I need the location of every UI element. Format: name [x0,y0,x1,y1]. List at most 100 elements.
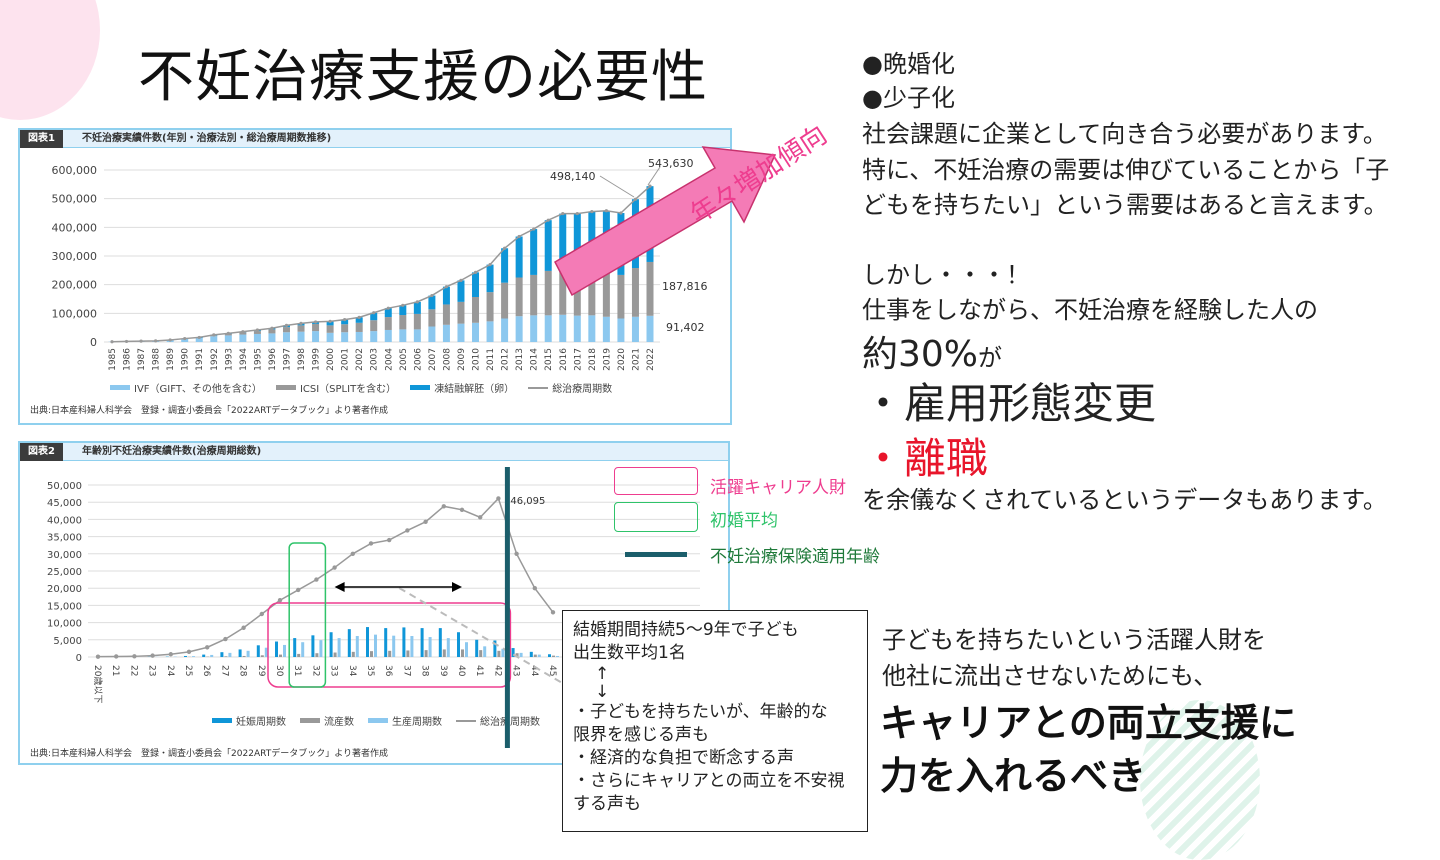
bar-ivf [603,317,610,342]
bar-birth [520,653,523,657]
bar-icsi [399,315,406,329]
callout-box: 結婚期間持続5〜9年で子ども 出生数平均1名 ↑ ↓ ・子どもを持ちたいが、年齢… [562,610,868,832]
bar-frozen [516,237,523,278]
x-tick-label: 1999 [312,348,322,371]
legend-insurance-label: 不妊治療保険適用年齢 [710,542,880,567]
callout-line: ・子どもを持ちたいが、年齢的な [573,701,857,724]
bar-birth [410,636,413,657]
bar-birth [192,656,195,657]
bar-frozen [501,248,508,282]
bar-miscarriage [552,656,555,657]
x-tick-label: 29 [256,665,266,677]
x-tick-label: 33 [329,665,339,676]
bar-ivf [370,331,377,342]
paragraph-line: どもを持ちたい」という需要はあると言えます。 [862,185,1388,220]
bar-pregnancy [220,652,223,657]
x-tick-label: 1985 [108,348,118,371]
bar-icsi [516,278,523,317]
bar-ivf [298,332,305,342]
bar-ivf [399,329,406,342]
bar-miscarriage [461,649,464,657]
bar-birth [392,636,395,657]
bar-pregnancy [293,638,296,657]
x-tick-label: 1991 [195,348,205,371]
x-tick-label: 39 [438,665,448,677]
total-point [278,598,282,602]
total-point [256,328,259,331]
y-tick-label: 400,000 [52,221,98,234]
bar-birth [283,645,286,657]
bar-ivf [268,333,275,342]
total-point [442,504,446,508]
bar-pregnancy [439,628,442,657]
x-tick-label: 25 [183,665,193,676]
bar-miscarriage [425,650,428,657]
bar-ivf [472,323,479,342]
total-point [387,538,391,542]
x-tick-label: 1987 [137,348,147,371]
x-tick-label: 35 [365,665,375,676]
x-tick-label: 44 [529,665,539,677]
bar-pregnancy [384,628,387,657]
x-tick-label: 24 [165,665,175,677]
total-point [125,340,128,343]
total-point [488,263,491,266]
x-tick-label: 32 [310,665,320,676]
total-point [372,311,375,314]
total-point [296,588,300,592]
total-point [416,300,419,303]
x-tick-label: 1996 [268,348,278,371]
total-point [332,565,336,569]
bar-ivf [487,321,494,342]
bar-birth [210,655,213,657]
total-point [343,318,346,321]
bar-icsi [472,297,479,323]
total-point [241,330,244,333]
bar-miscarriage [243,656,246,657]
x-tick-label: 2016 [559,348,569,371]
bar-pregnancy [184,656,187,657]
bar-pregnancy [311,635,314,657]
bar-miscarriage [334,653,337,657]
total-point [358,316,361,319]
double-arrow-left-head [335,582,345,592]
bar-pregnancy [366,627,369,657]
x-tick-label: 1992 [210,348,220,371]
legend-marriage-label: 初婚平均 [710,506,778,531]
total-point [619,211,622,214]
bar-icsi [356,323,363,332]
callout-line: ・経済的な負担で断念する声 [573,747,857,770]
x-tick-label: 31 [292,665,302,676]
bar-ivf [385,330,392,342]
paragraph-line: を余儀なくされているというデータもあります。 [862,480,1387,515]
bar-frozen [414,302,421,314]
total-point [547,219,550,222]
bar-ivf [588,315,595,342]
bar-ivf [559,315,566,342]
bullet-late-marriage: ●晩婚化 [862,44,955,79]
x-tick-label: 20歳以下 [92,665,104,703]
bar-ivf [327,333,334,342]
bar-birth [447,638,450,657]
bar-pregnancy [421,628,424,657]
bar-icsi [501,283,508,319]
bar-pregnancy [402,627,405,657]
bar-birth [374,635,377,657]
bar-birth [465,642,468,657]
total-point [96,654,100,658]
x-tick-label: 2003 [370,348,380,371]
total-point [387,307,390,310]
bar-ivf [210,336,217,342]
x-tick-label: 36 [383,665,393,677]
bar-icsi [283,327,290,332]
bar-icsi [545,271,552,315]
bar-miscarriage [297,654,300,657]
callout-line: 出生数平均1名 [573,642,857,665]
data-label: 91,402 [666,321,705,334]
bar-pregnancy [348,629,351,657]
bar-birth [483,646,486,657]
bar-pregnancy [475,640,478,657]
x-tick-label: 2008 [442,348,452,371]
y-tick-label: 25,000 [47,567,82,578]
y-tick-label: 20,000 [47,584,82,595]
